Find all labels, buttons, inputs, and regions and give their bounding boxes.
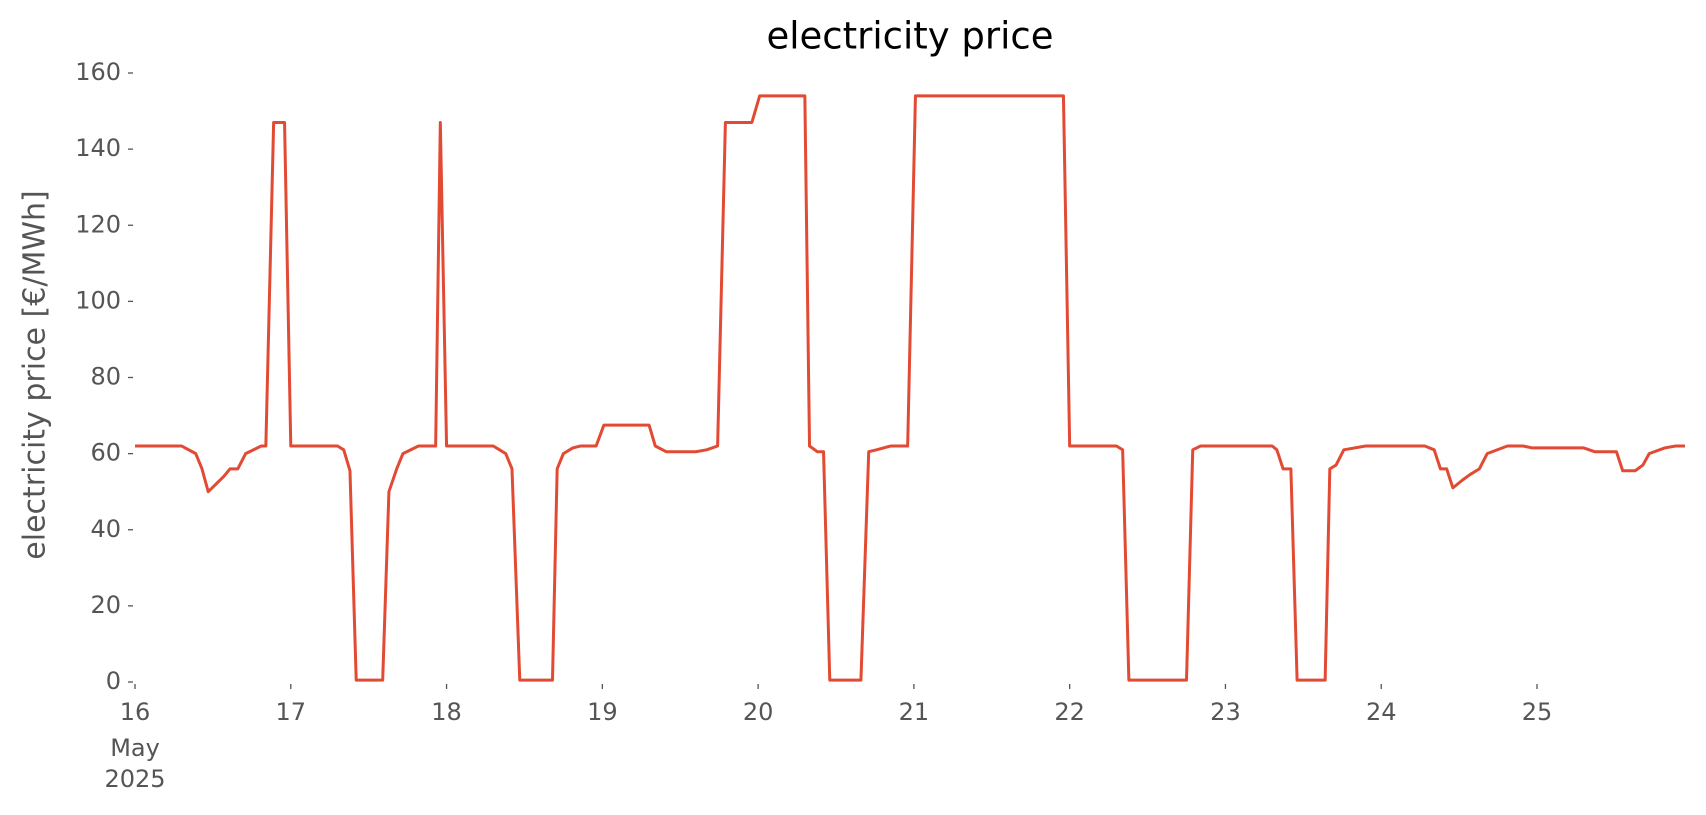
y-tick-label: 40 — [90, 515, 121, 543]
chart-title: electricity price — [766, 15, 1053, 58]
x-tick-label: 20 — [743, 698, 774, 726]
x-tick-label: 22 — [1054, 698, 1085, 726]
x-tick-label: 18 — [431, 698, 462, 726]
price-line — [135, 94, 1685, 682]
y-tick-label: 160 — [75, 58, 121, 86]
y-tick-label: 60 — [90, 439, 121, 467]
x-tick-label: 23 — [1210, 698, 1241, 726]
y-tick-label: 20 — [90, 591, 121, 619]
x-tick-label: 21 — [899, 698, 930, 726]
x-tick-label: 16 — [120, 698, 151, 726]
x-year-label: 2025 — [104, 765, 165, 793]
x-tick-label: 24 — [1366, 698, 1397, 726]
y-tick-label: 0 — [106, 667, 121, 695]
y-tick-label: 80 — [90, 363, 121, 391]
x-tick-label: 25 — [1522, 698, 1553, 726]
x-tick-label: 19 — [587, 698, 618, 726]
x-tick-label: 17 — [276, 698, 307, 726]
y-tick-label: 140 — [75, 134, 121, 162]
y-tick-label: 100 — [75, 286, 121, 314]
y-tick-label: 120 — [75, 210, 121, 238]
x-month-label: May — [110, 734, 160, 762]
y-axis-label: electricity price [€/MWh] — [18, 190, 53, 559]
